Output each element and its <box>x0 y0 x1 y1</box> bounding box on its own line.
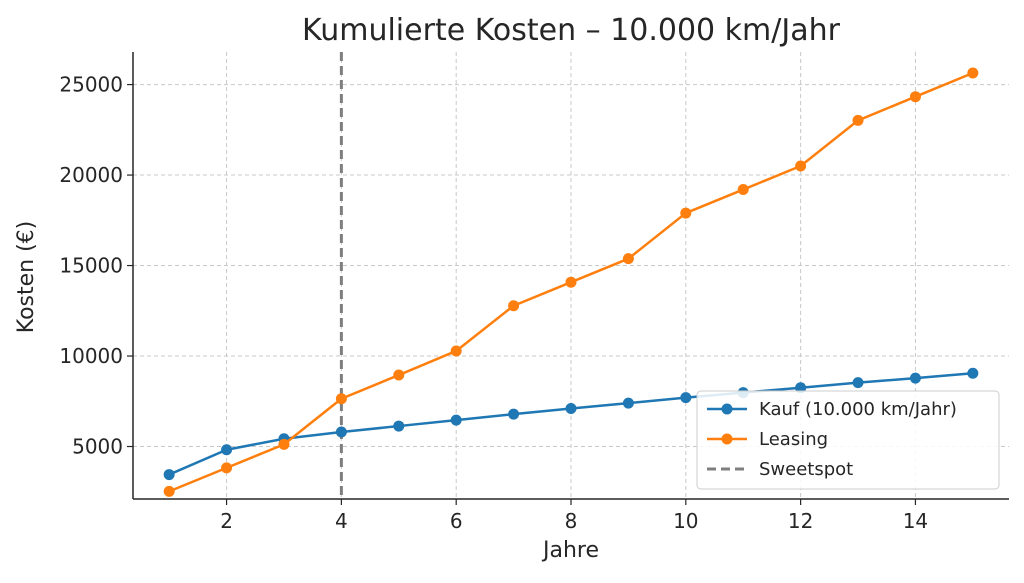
data-point <box>795 160 807 172</box>
chart-title: Kumulierte Kosten – 10.000 km/Jahr <box>302 13 841 48</box>
data-point <box>737 184 749 196</box>
data-point <box>163 469 175 481</box>
y-tick-label: 20000 <box>59 163 123 187</box>
data-point <box>335 393 347 405</box>
x-tick-label: 10 <box>673 509 698 533</box>
data-point <box>795 382 807 394</box>
tick-labels: 2 4 6 8 10 12 14 5000 10000 15000 20000 25000 <box>59 73 928 533</box>
legend-label: Leasing <box>759 429 828 450</box>
series-2 <box>163 67 979 497</box>
series-1 <box>163 367 979 481</box>
series-group <box>163 67 979 497</box>
x-tick-label: 4 <box>335 509 348 533</box>
data-point <box>450 345 462 357</box>
data-point <box>565 403 577 415</box>
y-tick-label: 10000 <box>59 344 123 368</box>
data-point <box>852 377 864 389</box>
data-point <box>967 67 979 79</box>
y-axis-label: Kosten (€) <box>14 221 39 334</box>
data-point <box>393 369 405 381</box>
legend-label: Kauf (10.000 km/Jahr) <box>759 399 957 420</box>
legend-marker <box>721 433 733 445</box>
y-tick-label: 15000 <box>59 254 123 278</box>
x-tick-label: 8 <box>565 509 578 533</box>
data-point <box>221 462 233 474</box>
legend-box <box>696 390 1000 490</box>
data-point <box>335 426 347 438</box>
data-point <box>508 408 520 420</box>
data-point <box>278 438 290 450</box>
data-point <box>221 444 233 456</box>
x-tick-label: 12 <box>788 509 813 533</box>
data-point <box>622 253 634 265</box>
legend: Kauf (10.000 km/Jahr) Leasing Sweetspot <box>696 390 1000 490</box>
x-tick-label: 2 <box>220 509 233 533</box>
legend-label: Sweetspot <box>759 459 853 480</box>
data-point <box>622 397 634 409</box>
x-tick-label: 14 <box>903 509 928 533</box>
data-point <box>680 207 692 219</box>
data-point <box>565 276 577 288</box>
data-point <box>680 392 692 404</box>
data-point <box>393 420 405 432</box>
data-point <box>967 367 979 379</box>
data-point <box>909 372 921 384</box>
y-tick-label: 5000 <box>72 435 123 459</box>
axes <box>127 52 1009 505</box>
data-point <box>163 485 175 497</box>
legend-marker <box>721 403 733 415</box>
y-tick-label: 25000 <box>59 73 123 97</box>
data-point <box>852 114 864 126</box>
data-point <box>450 414 462 426</box>
data-point <box>909 91 921 103</box>
x-axis-label: Jahre <box>541 538 599 563</box>
x-tick-label: 6 <box>450 509 463 533</box>
data-point <box>508 300 520 312</box>
